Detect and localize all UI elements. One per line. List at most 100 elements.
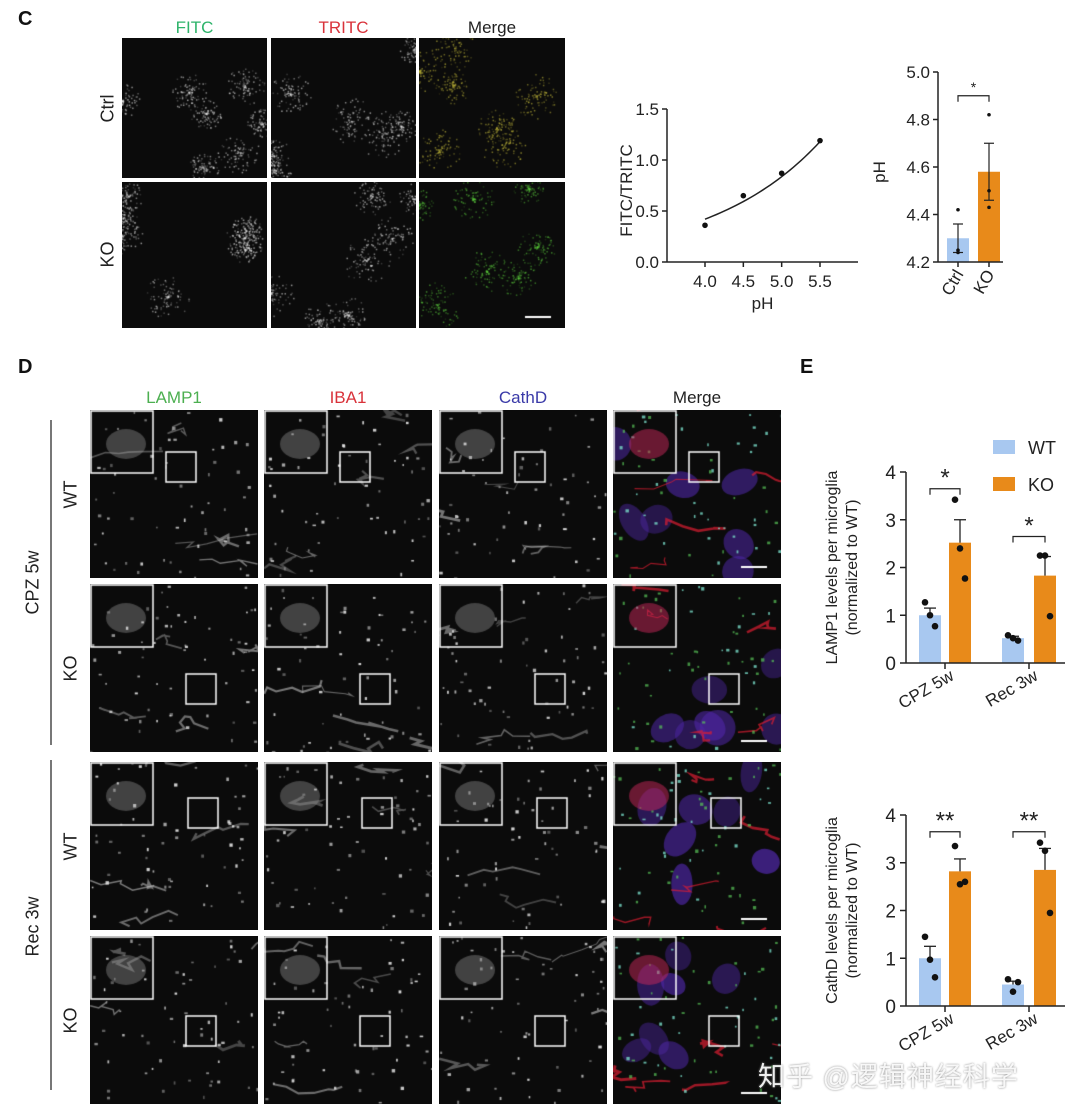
y-axis-label-unit: (normalized to WT) [844, 842, 861, 978]
data-point [1041, 552, 1049, 559]
data-point [1014, 637, 1022, 644]
micrograph [271, 182, 416, 328]
data-point [956, 207, 960, 212]
bar-ko [1034, 869, 1056, 1006]
fit-curve [704, 141, 821, 220]
significance-bracket [957, 95, 990, 102]
y-tick-label: 3 [885, 511, 896, 532]
data-point [987, 188, 991, 193]
data-point [987, 205, 991, 210]
panel-label-e: E [800, 356, 814, 378]
y-tick-label: 1.0 [635, 151, 659, 170]
legend-label-wt: WT [1028, 438, 1056, 458]
significance-star: * [971, 79, 977, 95]
micrograph [419, 182, 565, 328]
y-axis-label-unit: (normalized to WT) [844, 499, 861, 635]
column-header-cathd: CathD [498, 388, 548, 407]
panel-label-c: C [18, 8, 33, 30]
significance-star: ** [1020, 808, 1039, 835]
bar-ko [949, 871, 971, 1006]
x-tick-label: 4.0 [693, 272, 717, 291]
micrograph [439, 762, 607, 930]
column-header-merge: Merge [467, 18, 517, 37]
data-point [1036, 839, 1044, 846]
y-tick-label: 0 [885, 997, 896, 1018]
y-tick-label: 4 [885, 463, 896, 484]
y-tick-label: 4.6 [906, 158, 930, 177]
data-point [1004, 975, 1012, 983]
data-point [961, 878, 969, 886]
data-point [1004, 632, 1012, 639]
data-point [1046, 612, 1054, 620]
watermark: 知乎 @逻辑神经科学 [758, 1062, 1019, 1092]
data-point [956, 545, 964, 552]
data-point [951, 496, 959, 503]
bar-ko [978, 171, 1000, 262]
micrograph [264, 410, 432, 578]
group-bracket-rec [50, 760, 52, 1090]
data-point [931, 974, 939, 981]
micrograph [90, 410, 258, 578]
y-tick-label: 4.8 [906, 111, 930, 130]
micrograph [90, 936, 258, 1104]
micrograph [90, 762, 258, 930]
bar-wt [919, 615, 941, 663]
column-header-fitc: FITC [175, 18, 214, 37]
micrograph [439, 936, 607, 1104]
micrograph [264, 584, 432, 752]
data-point [1009, 634, 1017, 642]
y-tick-label: 0 [885, 654, 896, 675]
panel-label-d: D [18, 356, 33, 378]
significance-bracket [929, 831, 961, 838]
data-point [1046, 909, 1054, 917]
micrograph [271, 38, 416, 178]
significance-bracket [1012, 831, 1046, 838]
y-tick-label: 0.0 [635, 253, 659, 272]
data-point [951, 842, 959, 850]
significance-star: * [1024, 512, 1033, 539]
micrograph [613, 936, 781, 1104]
y-tick-label: 0.5 [635, 202, 659, 221]
x-axis-label: pH [752, 294, 774, 313]
x-tick-label: 4.5 [732, 272, 756, 291]
micrograph [613, 762, 781, 930]
x-tick-label: CPZ 5w [895, 666, 957, 713]
data-point [921, 599, 929, 606]
y-tick-label: 2 [885, 902, 896, 923]
data-point [1036, 552, 1044, 559]
bar-wt [919, 958, 941, 1006]
x-tick-label: 5.0 [770, 272, 794, 291]
y-tick-label: 5.0 [906, 63, 930, 82]
data-point [961, 575, 969, 582]
y-tick-label: 4.2 [906, 253, 930, 272]
x-tick-label: Ctrl [938, 267, 968, 299]
data-point [956, 250, 960, 255]
bar-ko [949, 542, 971, 663]
column-header-iba1: IBA1 [329, 388, 367, 407]
micrograph [122, 182, 267, 328]
micrograph [90, 584, 258, 752]
data-point [987, 112, 991, 117]
data-point [921, 933, 929, 941]
column-header-merge-d: Merge [672, 388, 722, 407]
micrograph [264, 936, 432, 1104]
y-axis-label: CathD levels per microglia [824, 817, 841, 1004]
micrograph [264, 762, 432, 930]
bar-ko [1034, 575, 1056, 663]
legend-label-ko: KO [1028, 475, 1054, 495]
significance-bracket [1012, 535, 1046, 543]
bar-wt [1002, 984, 1024, 1006]
bar-wt [1002, 638, 1024, 663]
micrograph [419, 38, 565, 178]
column-header-lamp1: LAMP1 [146, 388, 202, 407]
y-tick-label: 4 [885, 806, 896, 827]
data-point [778, 170, 785, 177]
group-bracket-cpz [50, 420, 52, 745]
data-point [931, 622, 939, 630]
micrograph [439, 584, 607, 752]
x-tick-label: Rec 3w [982, 666, 1041, 711]
significance-star: * [940, 465, 949, 492]
data-point [1041, 847, 1049, 855]
